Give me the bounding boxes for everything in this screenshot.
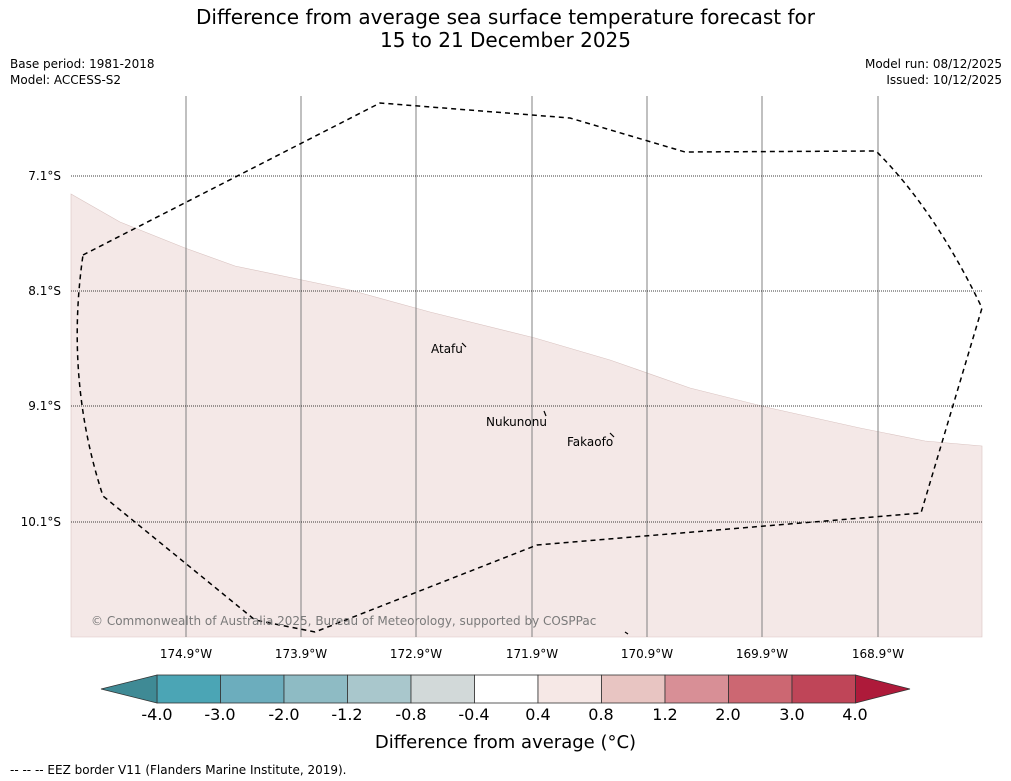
lon-label-170-9w: 170.9°W (620, 647, 674, 661)
colorbar-segment-5 (474, 674, 539, 704)
lat-label-8-1s: 8.1°S (28, 284, 61, 298)
colorbar-over-arrow (855, 674, 911, 704)
colorbar-segment-6 (537, 674, 602, 704)
colorbar-tick-8: 1.2 (652, 705, 678, 724)
swains-island-mark (624, 631, 629, 635)
colorbar-segment-10 (791, 674, 856, 704)
colorbar-tick-9: 2.0 (715, 705, 741, 724)
colorbar-title: Difference from average (°C) (374, 732, 637, 753)
colorbar-segment-3 (347, 674, 412, 704)
lon-label-173-9w: 173.9°W (274, 647, 328, 661)
colorbar-segment-8 (664, 674, 729, 704)
nukunonu-island-mark (543, 410, 547, 417)
place-label-atafu: Atafu (431, 342, 463, 356)
colorbar-segment-9 (728, 674, 793, 704)
lon-label-172-9w: 172.9°W (389, 647, 443, 661)
copyright-text: © Commonwealth of Australia 2025, Bureau… (91, 614, 597, 628)
colorbar-tick-3: -1.2 (331, 705, 363, 724)
lat-label-9-1s: 9.1°S (28, 399, 61, 413)
base-period-text: Base period: 1981-2018 (10, 57, 155, 71)
colorbar (100, 674, 911, 704)
colorbar-tick-6: 0.4 (525, 705, 551, 724)
colorbar-under-arrow (100, 674, 158, 704)
model-run-text: Model run: 08/12/2025 (864, 57, 1002, 71)
model-text: Model: ACCESS-S2 (10, 73, 122, 87)
colorbar-tick-1: -3.0 (204, 705, 236, 724)
title-line-2: 15 to 21 December 2025 (379, 28, 631, 52)
colorbar-tick-0: -4.0 (141, 705, 173, 724)
colorbar-segment-2 (283, 674, 348, 704)
lat-label-7-1s: 7.1°S (28, 169, 61, 183)
place-label-fakaofo: Fakaofo (567, 435, 614, 449)
colorbar-tick-5: -0.4 (458, 705, 490, 724)
lat-label-10-1s: 10.1°S (20, 515, 61, 529)
colorbar-tick-10: 3.0 (779, 705, 805, 724)
issued-text: Issued: 10/12/2025 (886, 73, 1002, 87)
atafu-island-mark (461, 342, 467, 348)
colorbar-segment-0 (156, 674, 221, 704)
colorbar-segment-1 (220, 674, 285, 704)
place-label-nukunonu: Nukunonu (486, 415, 547, 429)
map-title: Difference from average sea surface temp… (0, 6, 1011, 52)
colorbar-tick-2: -2.0 (268, 705, 300, 724)
meta-left: Base period: 1981-2018 Model: ACCESS-S2 (10, 56, 155, 88)
title-line-1: Difference from average sea surface temp… (195, 5, 815, 29)
colorbar-tick-11: 4.0 (842, 705, 868, 724)
lon-label-174-9w: 174.9°W (159, 647, 213, 661)
lon-label-169-9w: 169.9°W (735, 647, 789, 661)
colorbar-segment-7 (601, 674, 666, 704)
meta-right: Model run: 08/12/2025 Issued: 10/12/2025 (865, 56, 1002, 88)
meridians (185, 96, 879, 637)
lon-label-168-9w: 168.9°W (851, 647, 905, 661)
colorbar-segment-4 (410, 674, 475, 704)
eez-border (76, 102, 983, 633)
colorbar-tick-7: 0.8 (588, 705, 614, 724)
eez-legend-text: -- -- -- EEZ border V11 (Flanders Marine… (10, 763, 347, 777)
lon-label-171-9w: 171.9°W (505, 647, 559, 661)
colorbar-tick-4: -0.8 (395, 705, 427, 724)
fakaofo-island-mark (609, 432, 615, 438)
